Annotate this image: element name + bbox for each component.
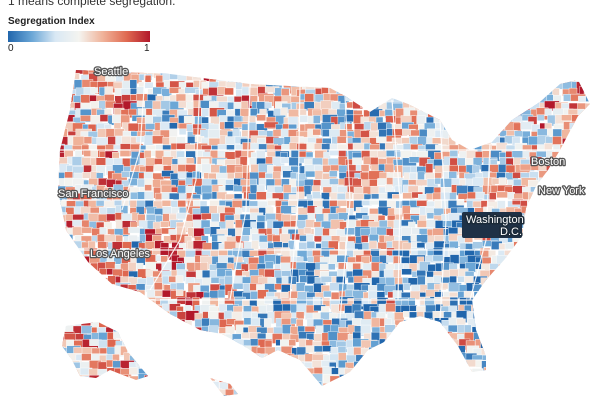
city-label-washington-dc: Washington D.C. [466, 214, 524, 238]
state-borders [60, 73, 560, 321]
legend-max-label: 1 [144, 43, 150, 54]
city-labels: Seattle San Francisco Los Angeles Boston… [57, 65, 587, 262]
legend-title: Segregation Index [8, 16, 95, 27]
city-label-los-angeles: Los Angeles [90, 248, 150, 260]
legend-min-label: 0 [8, 43, 14, 54]
map-subtitle: 1 means complete segregation. [8, 0, 176, 8]
city-label-seattle: Seattle [94, 66, 128, 78]
city-label-new-york: New York [538, 185, 585, 197]
city-label-san-francisco: San Francisco [58, 188, 128, 200]
legend-color-scale [8, 31, 150, 42]
city-label-boston: Boston [531, 156, 565, 168]
city-marker-washington-dc: Washington D.C. [462, 212, 525, 240]
